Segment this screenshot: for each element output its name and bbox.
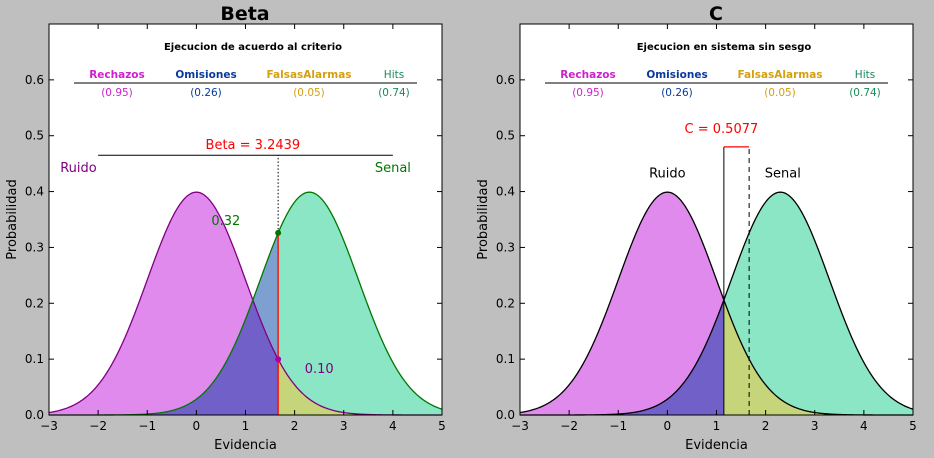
false-alarm-region — [723, 299, 913, 415]
legend-value: (0.95) — [101, 87, 133, 99]
y-tick-label: 0.0 — [496, 408, 515, 422]
x-tick-label: −1 — [138, 419, 156, 433]
legend-label: Hits — [384, 69, 404, 81]
x-tick-label: −1 — [609, 419, 627, 433]
legend-title: Ejecucion en sistema sin sesgo — [637, 42, 812, 53]
y-tick-label: 0.3 — [496, 240, 515, 254]
legend-value: (0.05) — [293, 87, 325, 99]
x-tick-label: 4 — [860, 419, 868, 433]
false-alarm-region — [278, 359, 442, 415]
y-tick-label: 0.1 — [496, 352, 515, 366]
y-tick-label: 0.6 — [496, 73, 515, 87]
chart-title: C — [709, 3, 723, 25]
x-tick-label: 1 — [242, 419, 250, 433]
signal-fill — [278, 192, 442, 415]
chart-title: Beta — [220, 3, 269, 25]
noise-fill — [520, 192, 724, 415]
legend-value: (0.05) — [764, 87, 796, 99]
c-panel: C C = 0.5077 Ruido Senal −3 −2 −1 0 1 2 3 4 5 0.0 0.… — [476, 3, 917, 453]
y-tick-label: 0.5 — [496, 129, 515, 143]
criterion-label: Beta = 3.2439 — [206, 138, 301, 153]
x-tick-label: 3 — [811, 419, 819, 433]
legend-value: (0.26) — [190, 87, 222, 99]
signal-height-point — [275, 229, 282, 236]
legend-label: Hits — [855, 69, 875, 81]
legend-value: (0.74) — [849, 87, 881, 99]
x-tick-label: 5 — [438, 419, 446, 433]
y-tick-label: 0.4 — [496, 185, 515, 199]
legend-label: Omisiones — [646, 69, 707, 81]
y-tick-label: 0.4 — [25, 185, 44, 199]
y-tick-label: 0.2 — [25, 296, 44, 310]
x-axis-label: Evidencia — [214, 438, 277, 453]
miss-region — [520, 299, 724, 415]
signal-height-label: 0.32 — [211, 214, 240, 229]
legend-value: (0.95) — [572, 87, 604, 99]
legend-label: Rechazos — [89, 69, 145, 81]
y-tick-label: 0.0 — [25, 408, 44, 422]
legend-label: Rechazos — [560, 69, 616, 81]
x-tick-label: −3 — [511, 419, 529, 433]
y-tick-label: 0.6 — [25, 73, 44, 87]
overlap-region — [252, 232, 279, 360]
noise-height-point — [275, 356, 282, 363]
noise-fill — [49, 192, 279, 415]
y-axis-label: Probabilidad — [5, 179, 20, 259]
noise-label: Ruido — [60, 161, 97, 176]
signal-label: Senal — [765, 167, 801, 182]
x-tick-label: 0 — [193, 419, 201, 433]
y-axis-label: Probabilidad — [476, 179, 491, 259]
legend-title: Ejecucion de acuerdo al criterio — [164, 42, 342, 53]
x-tick-label: 3 — [340, 419, 348, 433]
x-tick-label: −3 — [40, 419, 58, 433]
x-tick-label: −2 — [560, 419, 578, 433]
x-tick-label: 4 — [389, 419, 397, 433]
signal-label: Senal — [375, 161, 411, 176]
x-tick-label: 2 — [291, 419, 299, 433]
y-tick-label: 0.1 — [25, 352, 44, 366]
legend-label: FalsasAlarmas — [737, 69, 822, 81]
x-axis-label: Evidencia — [685, 438, 748, 453]
legend-value: (0.26) — [661, 87, 693, 99]
miss-region — [49, 301, 279, 415]
legend-label: Omisiones — [175, 69, 236, 81]
y-tick-label: 0.3 — [25, 240, 44, 254]
x-tick-label: −2 — [89, 419, 107, 433]
x-tick-label: 1 — [713, 419, 721, 433]
noise-label: Ruido — [649, 167, 686, 182]
noise-height-label: 0.10 — [305, 362, 334, 377]
y-tick-label: 0.2 — [496, 296, 515, 310]
x-tick-label: 2 — [762, 419, 770, 433]
y-tick-label: 0.5 — [25, 129, 44, 143]
legend-label: FalsasAlarmas — [266, 69, 351, 81]
x-tick-label: 5 — [909, 419, 917, 433]
criterion-label: C = 0.5077 — [685, 122, 759, 137]
x-tick-label: 0 — [664, 419, 672, 433]
legend-value: (0.74) — [378, 87, 410, 99]
signal-fill — [723, 192, 913, 415]
